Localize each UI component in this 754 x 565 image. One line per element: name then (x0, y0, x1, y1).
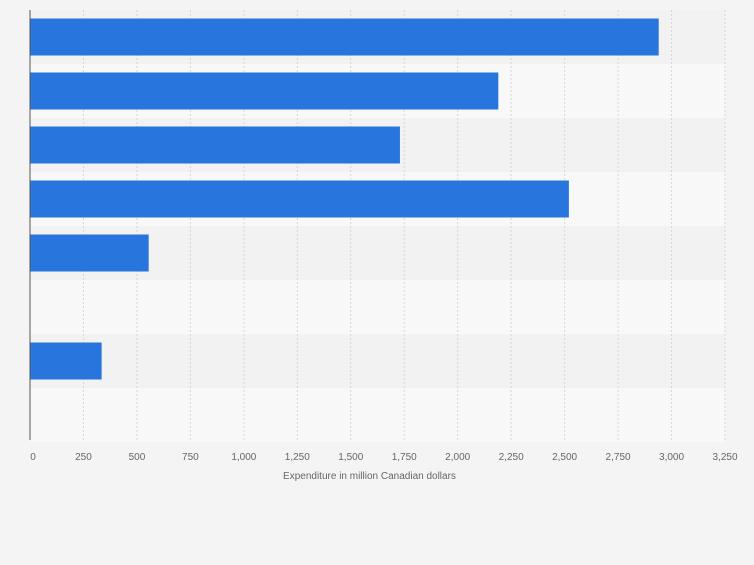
bar[interactable] (30, 180, 569, 218)
bar[interactable] (30, 72, 499, 110)
x-tick-label: 1,000 (231, 452, 256, 463)
bar[interactable] (30, 234, 149, 272)
x-tick-label: 250 (75, 452, 92, 463)
x-tick-label: 0 (30, 452, 36, 463)
x-tick-label: 3,250 (712, 452, 737, 463)
x-axis-title: Expenditure in million Canadian dollars (283, 471, 456, 482)
x-tick-label: 2,750 (606, 452, 631, 463)
row-band (30, 388, 725, 442)
x-tick-label: 2,000 (445, 452, 470, 463)
row-band (30, 280, 725, 334)
row-band (30, 334, 725, 388)
bar[interactable] (30, 18, 659, 56)
x-tick-label: 1,500 (338, 452, 363, 463)
x-tick-label: 750 (182, 452, 199, 463)
bars (30, 18, 659, 380)
x-tick-label: 2,250 (499, 452, 524, 463)
x-axis-ticks: 0 250 500 750 1,000 1,250 1,500 1,750 2,000 2,250… (30, 452, 738, 463)
x-tick-label: 1,750 (392, 452, 417, 463)
x-tick-label: 1,250 (285, 452, 310, 463)
x-tick-label: 500 (129, 452, 146, 463)
bar[interactable] (30, 342, 102, 380)
x-tick-label: 3,000 (659, 452, 684, 463)
x-tick-label: 2,500 (552, 452, 577, 463)
bar[interactable] (30, 126, 400, 164)
